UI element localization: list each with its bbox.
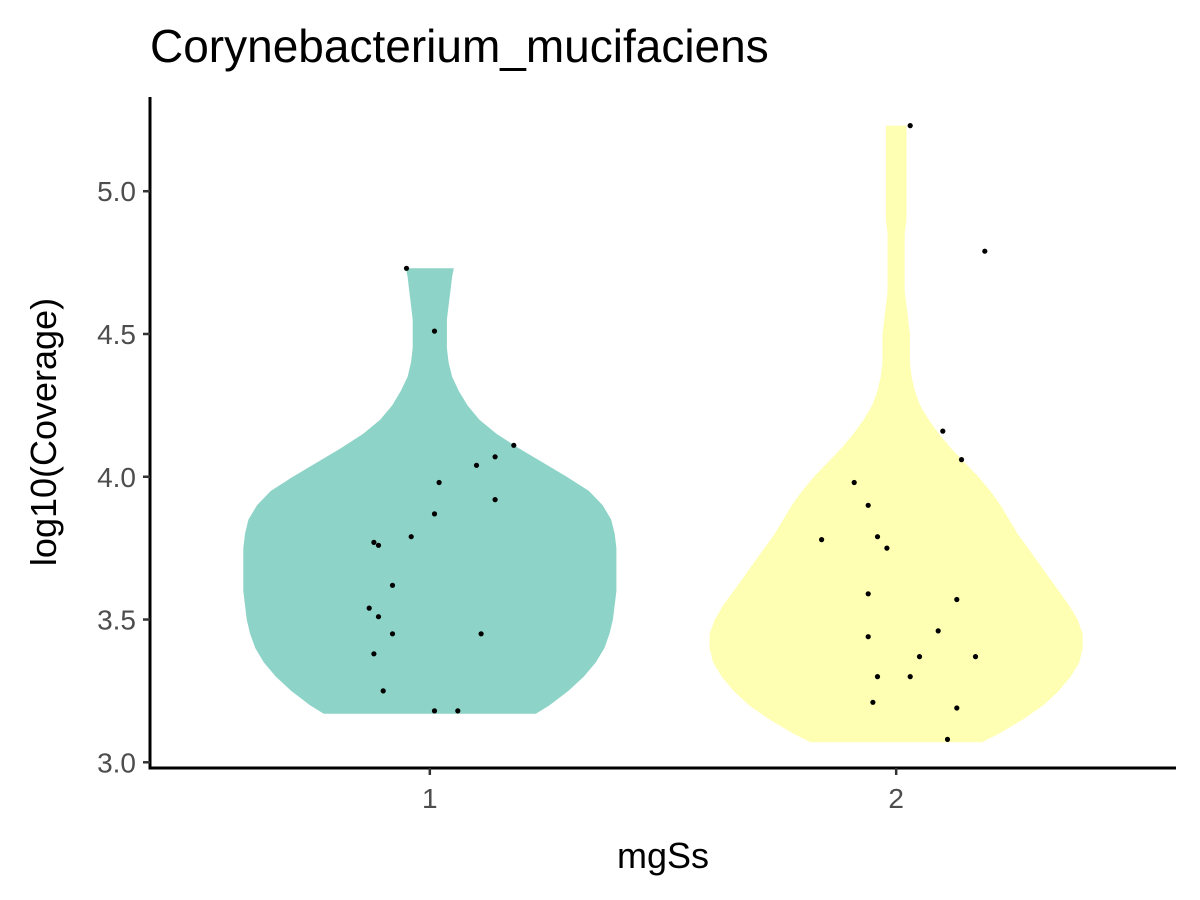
data-point-1-13: [366, 605, 372, 611]
data-point-1-8: [431, 511, 438, 517]
data-point-2-5: [851, 479, 857, 486]
data-point-1-11: [375, 542, 382, 548]
violins-layer: [243, 125, 1083, 743]
data-point-2-16: [874, 674, 881, 680]
data-point-2-7: [819, 537, 825, 543]
data-point-2-20: [944, 736, 951, 743]
data-point-2-1: [907, 123, 913, 129]
chart-title: Corynebacterium_mucifaciens: [150, 20, 769, 72]
points-layer: [366, 123, 988, 743]
data-point-1-3: [511, 442, 517, 448]
x-tick-label: 1: [422, 783, 438, 814]
data-point-2-2: [982, 248, 988, 254]
data-point-2-11: [954, 596, 960, 603]
data-point-2-9: [884, 545, 890, 551]
data-point-2-15: [916, 654, 923, 660]
data-point-1-17: [371, 651, 377, 657]
data-point-2-18: [870, 699, 876, 705]
axes-layer: [148, 97, 1176, 770]
data-point-1-16: [478, 631, 484, 637]
y-ticks: 3.0 3.5 4.0 4.5 5.0: [97, 176, 150, 778]
violin-1: [243, 268, 617, 714]
y-tick-label: 4.0: [97, 462, 136, 493]
x-tick-label: 2: [888, 783, 904, 814]
data-point-2-4: [958, 457, 965, 463]
data-point-1-6: [436, 479, 442, 486]
data-point-2-10: [865, 591, 871, 597]
data-point-2-13: [865, 634, 871, 640]
data-point-2-14: [972, 654, 979, 660]
data-point-1-15: [389, 631, 396, 637]
y-tick-label: 3.0: [97, 747, 136, 778]
data-point-1-18: [380, 688, 386, 694]
y-tick-label: 3.5: [97, 605, 136, 636]
data-point-1-1: [403, 265, 410, 271]
data-point-1-19: [431, 708, 438, 714]
x-axis-title: mgSs: [617, 835, 709, 876]
data-point-2-8: [874, 534, 881, 540]
data-point-2-17: [907, 674, 913, 680]
y-axis-title: log10(Coverage): [23, 298, 64, 566]
data-point-2-12: [935, 628, 941, 634]
data-point-1-2: [431, 328, 438, 334]
y-tick-label: 5.0: [97, 176, 136, 207]
data-point-2-19: [954, 705, 960, 711]
data-point-1-9: [408, 534, 414, 540]
data-point-1-12: [389, 582, 396, 588]
data-point-1-7: [492, 497, 498, 503]
data-point-1-10: [371, 539, 377, 546]
data-point-2-6: [865, 502, 871, 508]
data-point-1-20: [455, 708, 461, 714]
data-point-1-5: [473, 462, 480, 468]
y-tick-label: 4.5: [97, 319, 136, 350]
data-point-1-4: [492, 454, 498, 460]
data-point-2-3: [940, 428, 946, 434]
violin-2: [709, 125, 1083, 743]
data-point-1-14: [375, 614, 382, 620]
